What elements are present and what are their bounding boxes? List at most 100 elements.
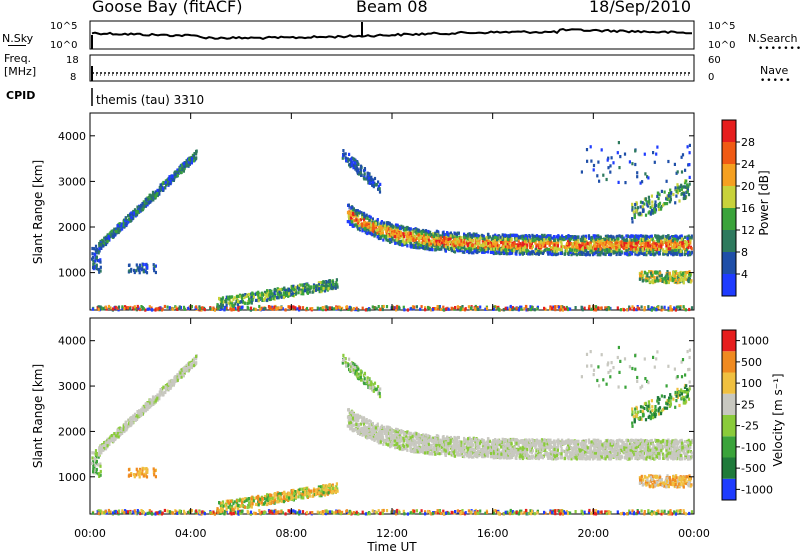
power-echo <box>366 171 369 175</box>
power-echo <box>681 191 684 196</box>
power-echo <box>291 287 294 291</box>
power-echo <box>548 234 551 238</box>
power-echo <box>502 250 505 254</box>
power-echo <box>438 305 441 309</box>
power-echo <box>463 246 466 250</box>
power-echo <box>132 306 135 310</box>
power-echo <box>134 307 137 311</box>
power-echo <box>424 232 427 236</box>
power-echo <box>517 243 520 247</box>
power-echo <box>508 234 511 238</box>
power-echo <box>686 188 689 192</box>
power-echo <box>598 247 601 251</box>
power-echo <box>671 277 674 281</box>
power-echo <box>431 235 434 239</box>
power-echo <box>104 237 108 241</box>
power-echo <box>605 177 608 182</box>
power-echo <box>391 237 394 241</box>
power-echo <box>249 306 253 310</box>
power-echo <box>581 252 584 256</box>
power-echo <box>644 238 647 242</box>
power-echo <box>485 247 488 251</box>
power-echo <box>605 307 608 312</box>
power-echo <box>477 240 480 244</box>
power-echo <box>471 235 474 240</box>
power-echo <box>307 284 310 288</box>
power-echo <box>403 308 406 312</box>
power-echo <box>105 307 108 311</box>
power-echo <box>365 222 368 226</box>
power-echo <box>600 251 603 255</box>
power-echo <box>630 252 633 256</box>
power-echo <box>110 229 113 233</box>
power-echo <box>180 170 183 174</box>
power-echo <box>236 303 240 307</box>
power-echo <box>617 141 620 145</box>
power-echo <box>549 238 552 242</box>
power-echo <box>678 188 681 192</box>
power-echo <box>374 223 377 228</box>
power-echo <box>217 306 220 310</box>
power-echo <box>509 239 512 244</box>
colorbar-segment <box>722 120 736 142</box>
power-echo <box>470 251 474 255</box>
power-echo <box>566 245 569 249</box>
power-echo <box>369 215 372 219</box>
velocity-echo <box>173 380 176 384</box>
velocity-echo <box>100 450 103 455</box>
power-echo <box>355 306 358 310</box>
power-echo <box>244 293 247 297</box>
power-echo <box>348 211 351 215</box>
power-echo <box>443 236 446 240</box>
power-echo <box>677 189 680 193</box>
power-echo <box>298 287 301 291</box>
power-echo <box>667 194 670 198</box>
power-echo <box>230 295 233 299</box>
power-echo <box>587 234 591 238</box>
power-echo <box>531 244 534 249</box>
power-echo <box>467 251 471 255</box>
velocity-echo <box>99 447 102 451</box>
power-echo <box>141 202 144 206</box>
power-echo <box>639 205 642 209</box>
power-echo <box>373 234 376 238</box>
power-echo <box>587 306 591 310</box>
power-echo <box>599 236 602 240</box>
power-echo <box>558 305 561 309</box>
power-echo <box>433 307 436 311</box>
power-echo <box>654 270 657 274</box>
power-echo <box>669 251 673 255</box>
power-echo <box>675 252 678 256</box>
power-echo <box>132 211 136 215</box>
y-tick-label: 2000 <box>58 221 86 234</box>
power-echo <box>376 235 379 239</box>
power-echo <box>672 251 675 255</box>
power-echo <box>548 251 552 255</box>
power-echo <box>660 305 663 309</box>
power-echo <box>194 157 198 161</box>
power-echo <box>636 175 639 179</box>
power-echo <box>446 231 449 235</box>
power-echo <box>183 165 186 169</box>
power-echo <box>407 235 410 239</box>
power-echo <box>636 171 639 175</box>
power-echo <box>441 231 444 235</box>
power-echo <box>178 305 181 309</box>
power-echo <box>645 277 649 281</box>
power-echo <box>639 241 642 245</box>
power-echo <box>129 269 133 273</box>
power-echo <box>609 242 612 246</box>
power-echo <box>616 306 619 310</box>
power-echo <box>638 307 641 311</box>
power-echo <box>687 163 690 167</box>
power-echo <box>395 223 398 227</box>
power-echo <box>431 248 434 252</box>
power-echo <box>94 257 98 261</box>
power-echo <box>682 278 685 282</box>
power-echo <box>648 235 651 239</box>
power-echo <box>394 226 397 230</box>
power-echo <box>314 288 317 292</box>
power-echo <box>386 226 389 230</box>
power-echo <box>374 221 377 226</box>
